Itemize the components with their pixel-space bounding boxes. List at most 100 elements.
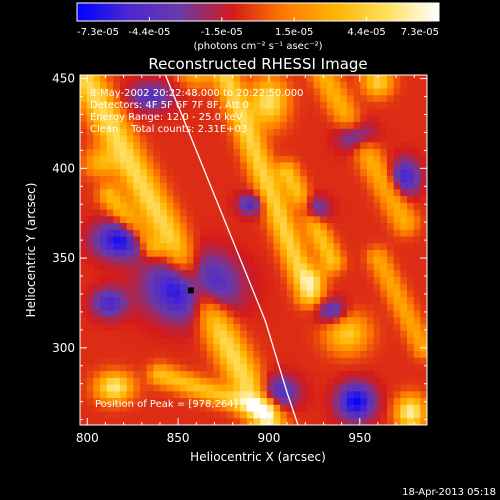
heatmap-cell xyxy=(333,128,341,136)
heatmap-cell xyxy=(120,283,128,291)
heatmap-cell xyxy=(193,263,201,271)
heatmap-cell xyxy=(273,175,281,184)
heatmap-cell xyxy=(413,162,421,170)
heatmap-cell xyxy=(346,229,354,237)
heatmap-cell xyxy=(100,169,108,177)
heatmap-cell xyxy=(120,223,128,231)
heatmap-cell xyxy=(246,418,254,425)
heatmap-cell xyxy=(93,216,101,224)
heatmap-cell xyxy=(413,324,421,332)
heatmap-cell xyxy=(266,162,274,170)
heatmap-cell xyxy=(366,270,375,278)
heatmap-cell xyxy=(373,317,381,325)
heatmap-cell xyxy=(140,377,148,386)
heatmap-cell xyxy=(260,75,268,83)
heatmap-cell xyxy=(340,250,348,258)
heatmap-cell xyxy=(106,229,114,237)
heatmap-cell xyxy=(413,263,421,271)
heatmap-cell xyxy=(340,88,348,96)
heatmap-cell xyxy=(360,128,368,136)
heatmap-cell xyxy=(320,128,328,136)
heatmap-cell xyxy=(273,182,281,190)
heatmap-cell xyxy=(140,142,148,150)
heatmap-cell xyxy=(200,182,208,190)
heatmap-cell xyxy=(233,135,241,143)
heatmap-cell xyxy=(233,202,241,211)
heatmap-cell xyxy=(166,75,174,83)
heatmap-cell xyxy=(206,128,214,136)
heatmap-cell xyxy=(420,88,427,96)
heatmap-cell xyxy=(413,243,421,251)
heatmap-cell xyxy=(173,391,181,399)
heatmap-cell xyxy=(160,404,168,412)
heatmap-cell xyxy=(160,263,168,271)
heatmap-cell xyxy=(306,384,314,392)
heatmap-cell xyxy=(146,149,154,157)
heatmap-cell xyxy=(113,371,121,379)
heatmap-cell xyxy=(406,364,415,372)
heatmap-cell xyxy=(160,310,168,318)
heatmap-cell xyxy=(300,229,308,237)
heatmap-cell xyxy=(106,283,114,291)
heatmap-cell xyxy=(313,263,321,271)
heatmap-cell xyxy=(240,324,248,332)
heatmap-cell xyxy=(306,81,314,89)
heatmap-cell xyxy=(373,95,381,103)
heatmap-cell xyxy=(300,317,308,325)
heatmap-cell xyxy=(113,162,121,170)
heatmap-cell xyxy=(220,236,228,244)
heatmap-cell xyxy=(146,108,154,116)
heatmap-cell xyxy=(133,371,141,379)
heatmap-cell xyxy=(306,128,314,136)
heatmap-cell xyxy=(93,182,101,190)
heatmap-cell xyxy=(293,142,301,150)
heatmap-cell xyxy=(300,350,308,359)
heatmap-cell xyxy=(320,81,328,89)
heatmap-cell xyxy=(280,101,288,110)
heatmap-cell xyxy=(360,122,368,130)
heatmap-cell xyxy=(80,330,88,338)
heatmap-cell xyxy=(93,250,101,258)
heatmap-cell xyxy=(320,384,328,392)
heatmap-cell xyxy=(326,377,334,386)
heatmap-cell xyxy=(173,108,181,116)
heatmap-cell xyxy=(100,303,108,311)
heatmap-cell xyxy=(240,398,248,406)
heatmap-cell xyxy=(293,324,301,332)
heatmap-cell xyxy=(413,209,421,217)
heatmap-cell xyxy=(360,364,368,372)
heatmap-cell xyxy=(173,350,181,359)
heatmap-cell xyxy=(333,371,341,379)
heatmap-cell xyxy=(260,263,268,271)
heatmap-cell xyxy=(400,189,408,197)
heatmap-cell xyxy=(86,162,94,170)
heatmap-cell xyxy=(146,263,154,271)
heatmap-cell xyxy=(260,250,268,258)
heatmap-cell xyxy=(246,256,254,264)
heatmap-cell xyxy=(340,384,348,392)
heatmap-cell xyxy=(193,411,201,419)
heatmap-cell xyxy=(140,303,148,311)
heatmap-cell xyxy=(260,310,268,318)
heatmap-cell xyxy=(346,303,354,311)
heatmap-cell xyxy=(300,101,308,110)
heatmap-cell xyxy=(313,128,321,136)
heatmap-cell xyxy=(260,350,268,359)
heatmap-cell xyxy=(306,357,314,365)
heatmap-cell xyxy=(393,88,401,96)
heatmap-cell xyxy=(80,283,88,291)
heatmap-cell xyxy=(420,297,427,305)
heatmap-cell xyxy=(400,270,408,278)
heatmap-cell xyxy=(146,95,154,103)
heatmap-cell xyxy=(200,216,208,224)
heatmap-cell xyxy=(200,189,208,197)
heatmap-cell xyxy=(93,175,101,184)
heatmap-cell xyxy=(386,324,395,332)
heatmap-cell xyxy=(160,108,168,116)
heatmap-cell xyxy=(420,142,427,150)
heatmap-cell xyxy=(306,398,314,406)
heatmap-cell xyxy=(126,169,134,177)
heatmap-cell xyxy=(360,330,368,338)
heatmap-cell xyxy=(120,330,128,338)
